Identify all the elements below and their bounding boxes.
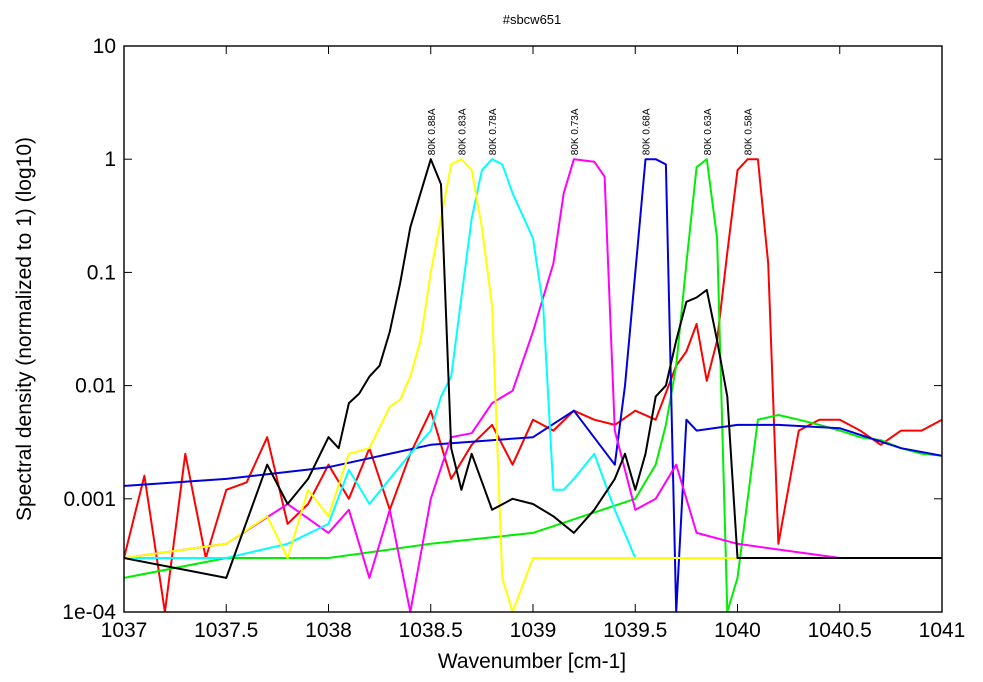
y-axis-label: Spectral density (normalized to 1) (log1… xyxy=(13,137,36,521)
y-tick-label: 0.001 xyxy=(63,488,116,511)
y-tick-label: 0.01 xyxy=(75,375,116,398)
legend-label: 80K 0.88A xyxy=(427,108,438,155)
legend-label: 80K 0.58A xyxy=(744,108,755,155)
series-layer xyxy=(124,158,942,612)
series-line xyxy=(124,158,942,612)
x-tick-label: 1040 xyxy=(714,619,761,642)
legend-label: 80K 0.68A xyxy=(642,108,653,155)
series-line xyxy=(124,158,942,559)
x-tick-label: 1038 xyxy=(305,619,352,642)
series-line xyxy=(124,158,942,579)
x-tick-label: 1038.5 xyxy=(399,619,463,642)
legend-label: 80K 0.73A xyxy=(570,108,581,155)
legend-label: 80K 0.78A xyxy=(488,108,499,155)
x-tick-label: 1039 xyxy=(510,619,557,642)
legend-label: 80K 0.83A xyxy=(457,108,468,155)
y-tick-label: 0.1 xyxy=(87,261,116,284)
legend: 80K 0.58A 80K 0.63A 80K 0.68A 80K 0.73A 80K … xyxy=(427,108,755,155)
x-tick-label: 1040.5 xyxy=(808,619,872,642)
x-tick-label: 1041 xyxy=(919,619,966,642)
legend-label: 80K 0.63A xyxy=(703,108,714,155)
x-tick-label: 1039.5 xyxy=(603,619,667,642)
y-tick-label: 1 xyxy=(104,148,116,171)
x-tick-label: 1037.5 xyxy=(194,619,258,642)
series-line xyxy=(124,158,942,612)
y-tick-label: 10 xyxy=(93,35,116,58)
series-line xyxy=(124,158,942,612)
x-axis-label: Wavenumber [cm-1] xyxy=(438,650,626,673)
y-tick-label: 1e-04 xyxy=(62,601,116,624)
y-axis: 1e-04 0.001 0.01 0.1 1 10 xyxy=(62,35,942,624)
x-axis: 1037 1037.5 1038 1038.5 1039 1039.5 1040 1040.5… xyxy=(101,46,966,642)
series-line xyxy=(124,158,942,612)
chart-title: #sbcw651 xyxy=(503,12,562,27)
x-tick-label: 1037 xyxy=(101,619,148,642)
series-line xyxy=(124,158,942,612)
